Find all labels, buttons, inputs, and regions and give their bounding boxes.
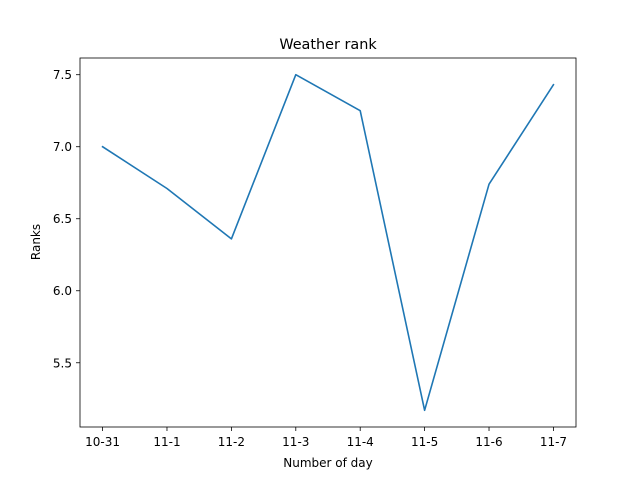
chart-title: Weather rank [279,37,377,53]
x-axis: 10-31 11-1 11-2 11-3 11-4 11-5 11-6 11-7 [85,427,567,449]
x-tick-label: 11-6 [475,435,502,449]
x-tick-label: 11-4 [347,435,374,449]
x-axis-title: Number of day [283,456,372,470]
y-axis-title: Ranks [29,224,43,260]
x-tick-label: 11-5 [411,435,438,449]
plot-area [101,73,555,412]
y-axis: 5.5 6.0 6.5 7.0 7.5 [53,68,80,370]
y-tick-label: 5.5 [53,356,72,370]
x-tick-label: 10-31 [85,435,120,449]
y-tick-label: 6.5 [53,212,72,226]
x-tick-label: 11-1 [153,435,180,449]
y-tick-label: 6.0 [53,284,72,298]
series-line [101,73,555,412]
y-tick-label: 7.0 [53,140,72,154]
x-tick-label: 11-2 [218,435,245,449]
axes-frame [79,57,577,428]
x-tick-label: 11-7 [540,435,567,449]
x-tick-label: 11-3 [282,435,309,449]
y-tick-label: 7.5 [53,68,72,82]
